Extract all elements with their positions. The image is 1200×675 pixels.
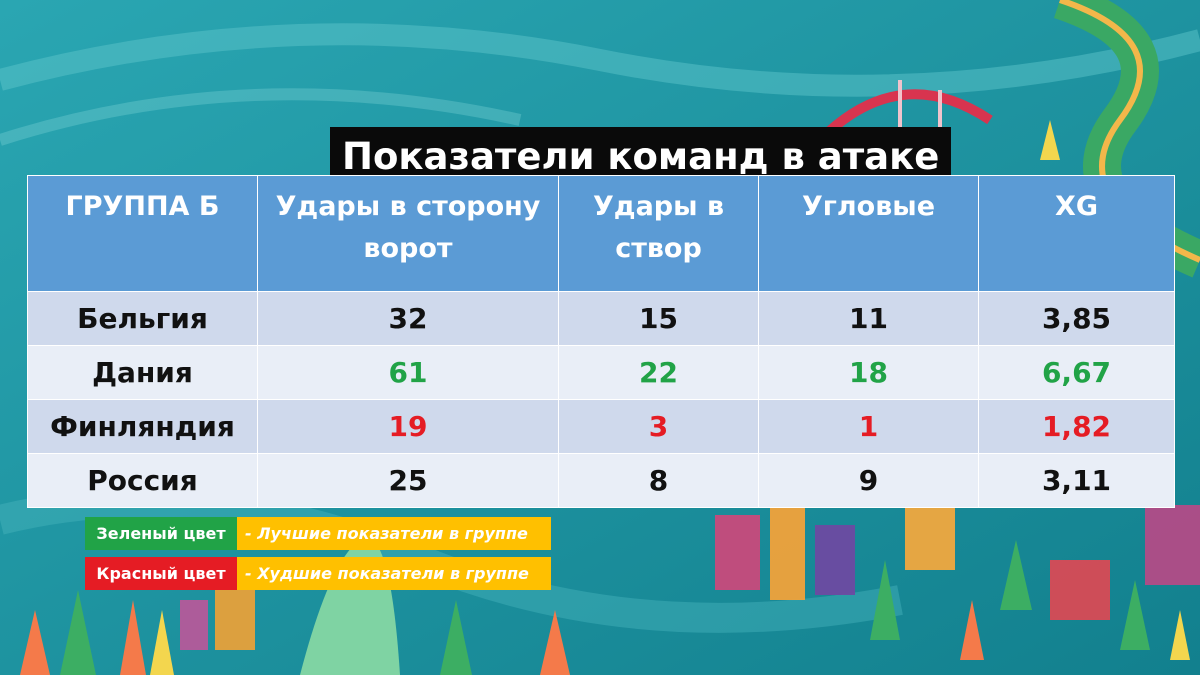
header-group: ГРУППА Б: [27, 175, 258, 292]
cell-value-best: 18: [758, 345, 979, 400]
legend-row-worst: Красный цвет - Худшие показатели в групп…: [85, 557, 551, 590]
cell-value-best: 6,67: [978, 345, 1175, 400]
header-xg: XG: [978, 175, 1175, 292]
team-name: Финляндия: [27, 399, 258, 454]
cell-value-worst: 1,82: [978, 399, 1175, 454]
stats-table: ГРУППА Б Удары в сторону ворот Удары в с…: [27, 175, 1175, 508]
cell-value: 8: [558, 453, 759, 508]
legend: Зеленый цвет - Лучшие показатели в групп…: [85, 517, 551, 597]
cell-value: 3,11: [978, 453, 1175, 508]
team-name: Бельгия: [27, 291, 258, 346]
header-shots-on-target: Удары в створ: [558, 175, 759, 292]
legend-key-best: Зеленый цвет: [85, 517, 237, 550]
cell-value: 15: [558, 291, 759, 346]
header-corners: Угловые: [758, 175, 979, 292]
legend-desc-worst: - Худшие показатели в группе: [237, 557, 551, 590]
legend-desc-best: - Лучшие показатели в группе: [237, 517, 551, 550]
cell-value: 11: [758, 291, 979, 346]
cell-value-best: 22: [558, 345, 759, 400]
cell-value: 9: [758, 453, 979, 508]
legend-row-best: Зеленый цвет - Лучшие показатели в групп…: [85, 517, 551, 550]
cell-value-worst: 19: [257, 399, 559, 454]
team-name: Россия: [27, 453, 258, 508]
legend-key-worst: Красный цвет: [85, 557, 237, 590]
table-row: Бельгия 32 15 11 3,85: [27, 291, 1175, 346]
table-row: Россия 25 8 9 3,11: [27, 453, 1175, 508]
cell-value-worst: 3: [558, 399, 759, 454]
cell-value: 3,85: [978, 291, 1175, 346]
table-row: Финляндия 19 3 1 1,82: [27, 399, 1175, 454]
cell-value-best: 61: [257, 345, 559, 400]
cell-value: 25: [257, 453, 559, 508]
header-shots: Удары в сторону ворот: [257, 175, 559, 292]
cell-value-worst: 1: [758, 399, 979, 454]
header-row: ГРУППА Б Удары в сторону ворот Удары в с…: [27, 175, 1175, 292]
cell-value: 32: [257, 291, 559, 346]
table-row: Дания 61 22 18 6,67: [27, 345, 1175, 400]
team-name: Дания: [27, 345, 258, 400]
